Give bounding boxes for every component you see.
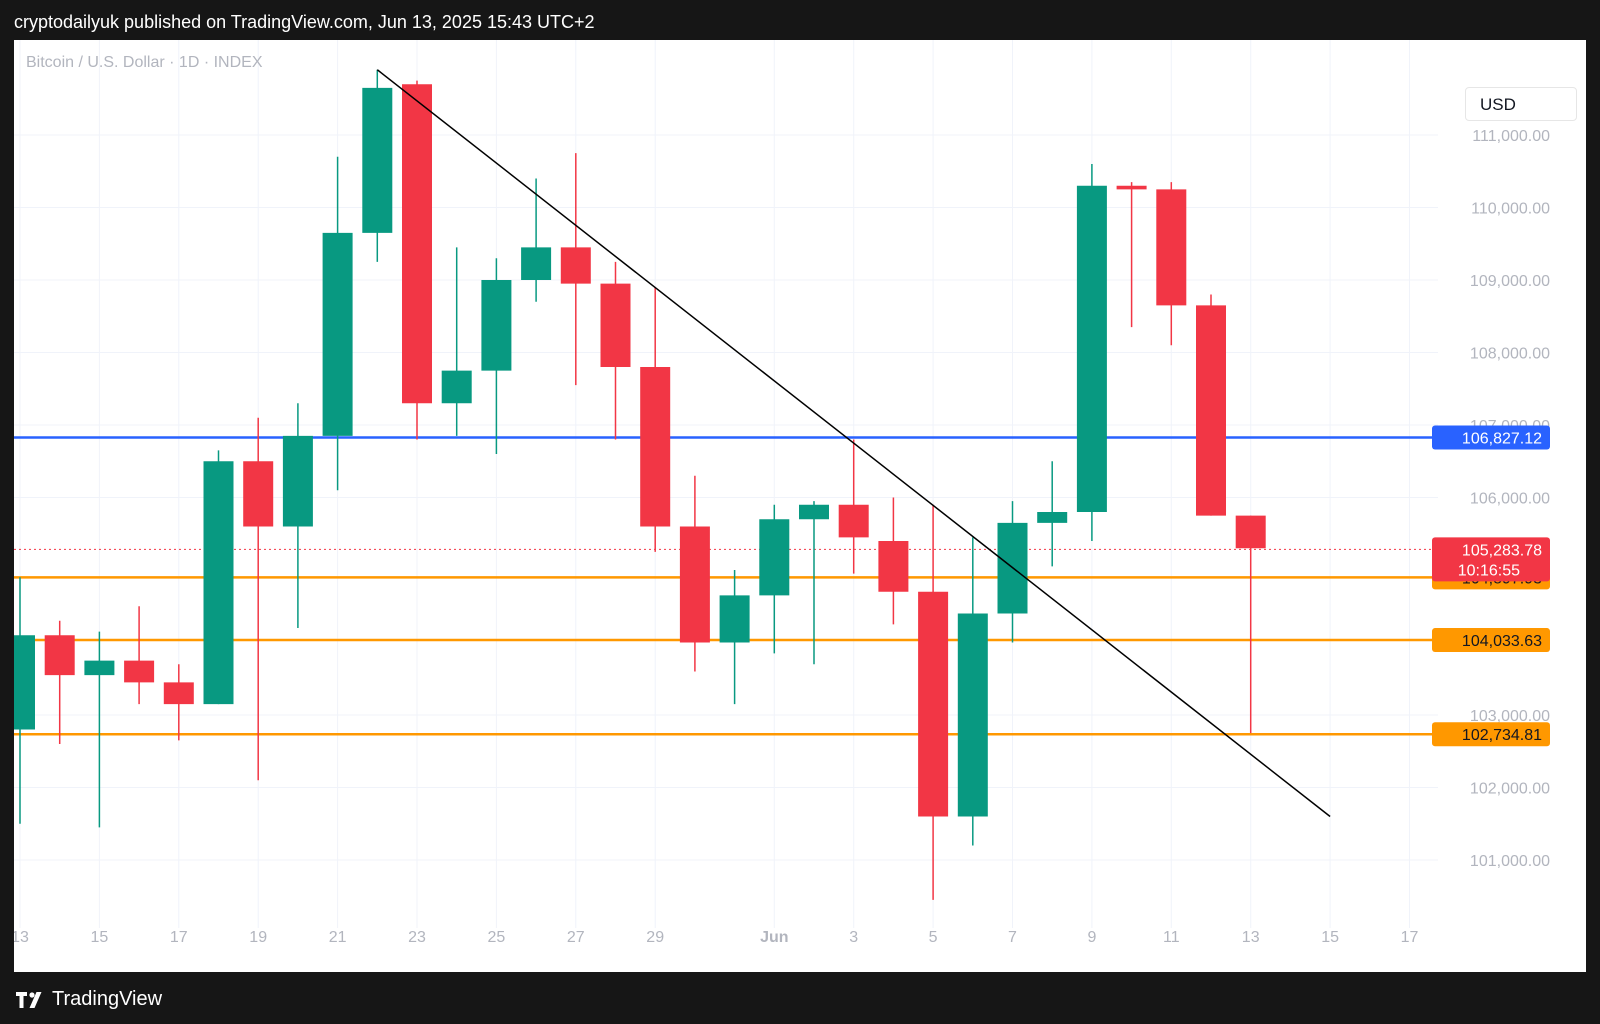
- candle-body[interactable]: [719, 595, 750, 643]
- candle-body[interactable]: [838, 504, 869, 538]
- currency-button[interactable]: USD: [1465, 87, 1577, 121]
- candle-body[interactable]: [918, 591, 949, 817]
- price-label-badge: [1432, 425, 1550, 450]
- x-tick-label: 9: [1087, 929, 1096, 946]
- candle-body[interactable]: [203, 461, 234, 705]
- candle-body[interactable]: [282, 435, 313, 527]
- price-label-text: 104,033.63: [1462, 633, 1542, 650]
- y-tick-label: 109,000.00: [1470, 273, 1550, 290]
- candle-body[interactable]: [163, 682, 194, 705]
- candle-body[interactable]: [679, 526, 710, 643]
- candle-body[interactable]: [1196, 305, 1226, 516]
- candle-body[interactable]: [1076, 185, 1107, 512]
- candle-body[interactable]: [799, 504, 829, 520]
- x-tick-label: 17: [170, 929, 188, 946]
- candle-body[interactable]: [600, 283, 631, 367]
- x-tick-label: 15: [1321, 929, 1339, 946]
- last-price-badge: [1432, 537, 1550, 582]
- candle-body[interactable]: [1116, 185, 1147, 190]
- x-tick-label: 11: [1163, 929, 1180, 946]
- footer: TradingView: [0, 974, 1600, 1024]
- candle-body[interactable]: [402, 84, 432, 404]
- y-tick-label: 111,000.00: [1472, 128, 1550, 145]
- price-label-badge: [1432, 722, 1550, 747]
- x-tick-label: 5: [929, 929, 938, 946]
- y-tick-label: 108,000.00: [1470, 346, 1550, 363]
- candle-body[interactable]: [1235, 515, 1266, 549]
- x-tick-label: 21: [329, 929, 347, 946]
- y-tick-label: 110,000.00: [1471, 201, 1550, 218]
- candle-body[interactable]: [243, 461, 274, 527]
- candle-body[interactable]: [759, 519, 790, 596]
- x-tick-label: 25: [488, 929, 506, 946]
- candle-body[interactable]: [481, 280, 512, 371]
- price-label-badge: [1432, 628, 1550, 653]
- tradingview-logo[interactable]: TradingView: [16, 988, 162, 1011]
- candle-body[interactable]: [44, 635, 75, 676]
- candlestick-chart[interactable]: 101,000.00 102,000.00 103,000.00 106,000.00…: [14, 40, 1586, 972]
- candle-body[interactable]: [441, 370, 472, 404]
- x-tick-label: 23: [408, 929, 426, 946]
- candle-body[interactable]: [957, 613, 988, 817]
- tradingview-logo-text: TradingView: [52, 988, 163, 1010]
- candle-body[interactable]: [640, 367, 671, 527]
- x-tick-label: 7: [1008, 929, 1017, 946]
- x-tick-label: 3: [849, 929, 858, 946]
- y-tick-label: 106,000.00: [1470, 491, 1550, 508]
- candle-body[interactable]: [362, 87, 393, 233]
- x-tick-label: 29: [646, 929, 664, 946]
- price-label-text: 102,734.81: [1462, 727, 1542, 744]
- candle-body[interactable]: [560, 247, 591, 284]
- chart-panel[interactable]: 101,000.00 102,000.00 103,000.00 106,000.00…: [14, 40, 1586, 972]
- candle-body[interactable]: [1037, 512, 1068, 523]
- last-price-text: 105,283.78: [1462, 542, 1542, 559]
- price-label-text: 106,827.12: [1462, 431, 1542, 448]
- x-tick-label: 13: [1242, 929, 1260, 946]
- candle-body[interactable]: [14, 635, 35, 730]
- candle-body[interactable]: [322, 232, 353, 436]
- x-tick-label: 17: [1401, 929, 1419, 946]
- x-tick-label: Jun: [760, 929, 788, 946]
- x-tick-label: 15: [91, 929, 109, 946]
- candle-body[interactable]: [124, 660, 155, 683]
- trend-line[interactable]: [376, 69, 1331, 818]
- publish-header: cryptodailyuk published on TradingView.c…: [14, 12, 595, 32]
- x-tick-label: 19: [249, 929, 267, 946]
- x-tick-label: 13: [14, 929, 29, 946]
- y-tick-label: 102,000.00: [1470, 781, 1550, 798]
- candle-body[interactable]: [84, 660, 115, 676]
- chart-title: Bitcoin / U.S. Dollar · 1D · INDEX: [26, 54, 263, 71]
- y-tick-label: 101,000.00: [1470, 853, 1550, 870]
- y-tick-label: 103,000.00: [1470, 708, 1550, 725]
- tradingview-logo-icon: [16, 991, 42, 1008]
- candle-body[interactable]: [878, 541, 909, 592]
- x-tick-label: 27: [567, 929, 585, 946]
- candle-body[interactable]: [1156, 189, 1187, 306]
- candle-body[interactable]: [521, 247, 552, 280]
- countdown-text: 10:16:55: [1458, 562, 1520, 579]
